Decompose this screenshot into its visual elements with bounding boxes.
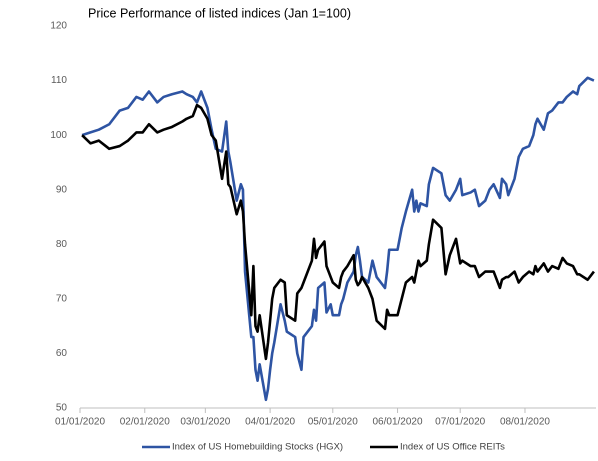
x-tick-label: 08/01/2020: [500, 417, 550, 428]
chart-title: Price Performance of listed indices (Jan…: [88, 6, 351, 20]
y-tick-label: 50: [56, 403, 68, 414]
y-tick-label: 80: [56, 239, 68, 250]
x-tick-label: 03/01/2020: [180, 417, 230, 428]
x-tick-label: 07/01/2020: [435, 417, 485, 428]
x-tick-label: 06/01/2020: [373, 417, 423, 428]
y-tick-label: 110: [51, 75, 67, 86]
y-tick-label: 70: [56, 293, 68, 304]
series-line: [81, 103, 595, 361]
x-tick-label: 02/01/2020: [120, 417, 170, 428]
x-tick-label: 04/01/2020: [245, 417, 295, 428]
y-tick-label: 90: [56, 184, 68, 195]
x-tick-label: 05/01/2020: [308, 417, 358, 428]
y-tick-label: 100: [50, 130, 67, 141]
series-line: [81, 76, 595, 402]
y-tick-label: 120: [50, 21, 67, 32]
x-tick-label: 01/01/2020: [55, 417, 105, 428]
y-tick-label: 60: [56, 348, 68, 359]
legend-label: Index of US Homebuilding Stocks (HGX): [172, 442, 343, 453]
legend-label: Index of US Office REITs: [400, 442, 505, 453]
